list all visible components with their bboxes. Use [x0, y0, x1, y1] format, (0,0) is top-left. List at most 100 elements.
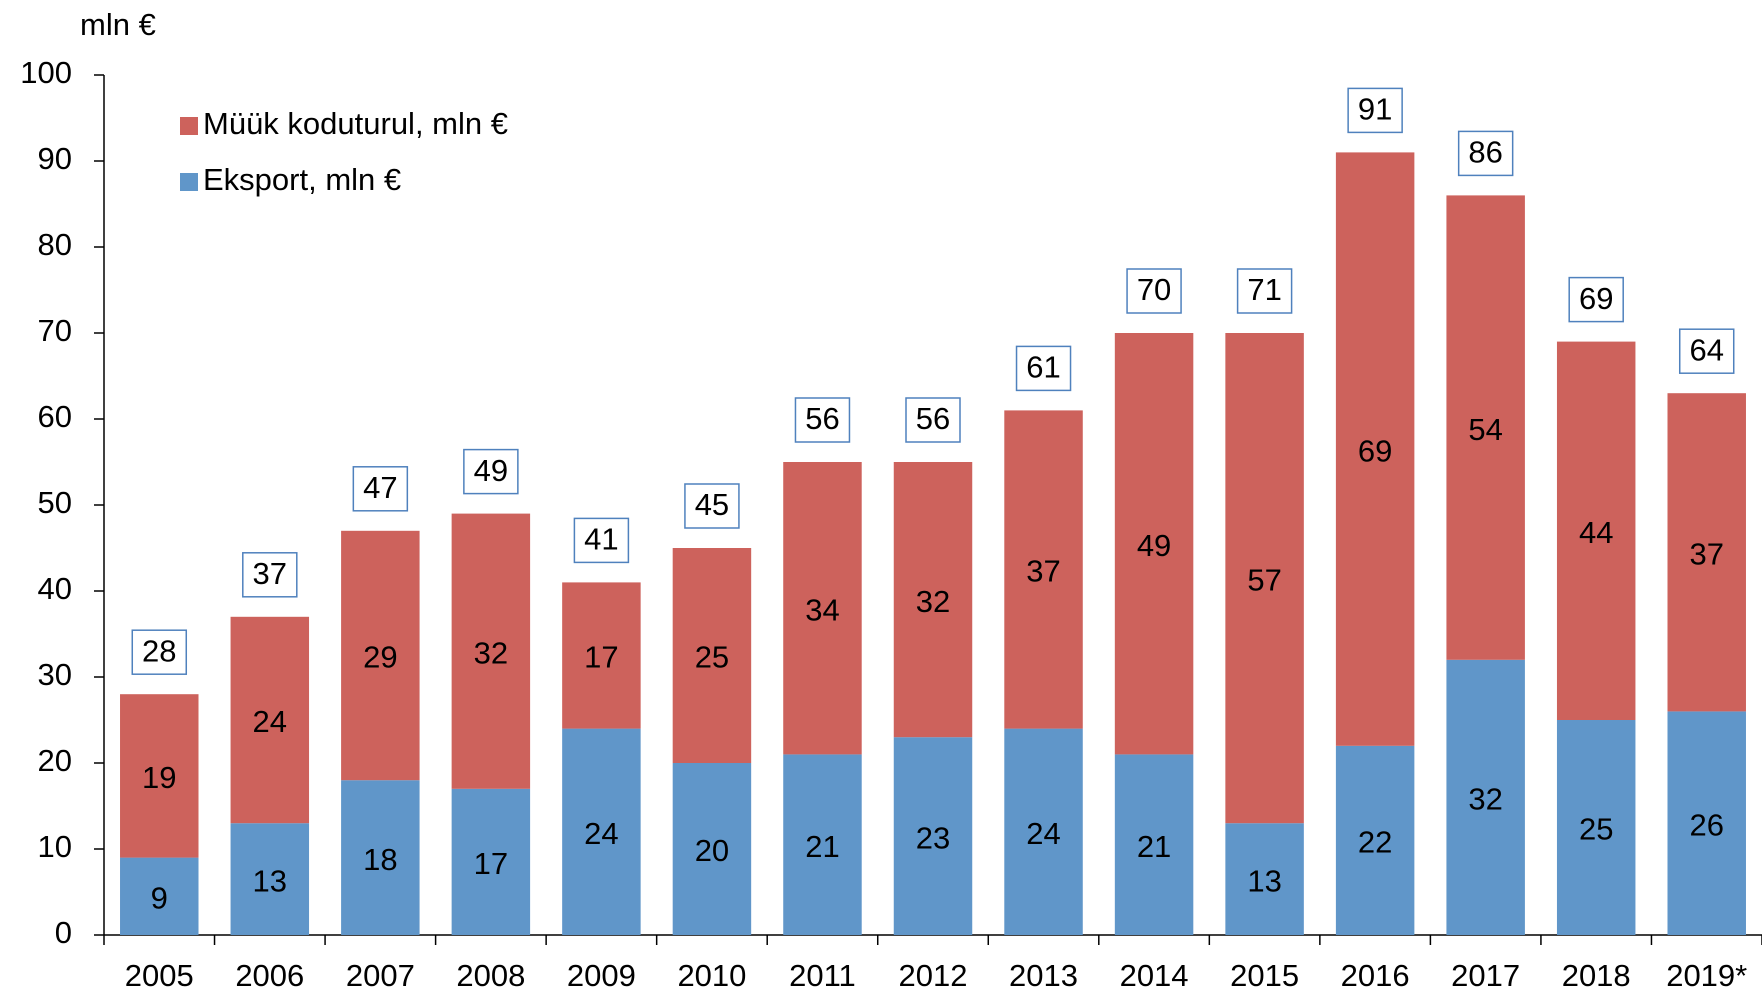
bar-segment — [1667, 393, 1746, 712]
y-tick-label: 10 — [38, 829, 72, 864]
segment-label: 34 — [805, 592, 839, 627]
x-tick-label: 2011 — [789, 958, 856, 993]
segment-label: 19 — [142, 760, 176, 795]
segment-label: 54 — [1468, 412, 1502, 447]
total-label: 69 — [1579, 281, 1613, 316]
y-tick-label: 100 — [20, 55, 72, 90]
y-tick-label: 70 — [38, 313, 72, 348]
legend-swatch — [180, 173, 198, 191]
segment-label: 32 — [474, 635, 508, 670]
bar-segment — [451, 513, 531, 789]
bar-segment — [341, 780, 420, 935]
segment-label: 20 — [695, 833, 729, 868]
bar-segment — [783, 754, 862, 935]
bar-segment — [783, 462, 862, 755]
total-box — [794, 397, 851, 443]
segment-label: 17 — [474, 846, 508, 881]
segment-label: 32 — [1468, 782, 1502, 817]
total-box — [352, 466, 409, 512]
segment-label: 13 — [1247, 863, 1281, 898]
segment-label: 69 — [1358, 433, 1392, 468]
bar-segment — [893, 462, 973, 738]
total-box — [684, 483, 740, 529]
bar-segment — [1335, 152, 1415, 746]
segment-label: 24 — [253, 704, 287, 739]
x-tick-label: 2012 — [899, 958, 968, 993]
x-tick-label: 2014 — [1120, 958, 1189, 993]
segment-label: 57 — [1247, 562, 1281, 597]
total-box — [131, 629, 188, 675]
total-label: 37 — [253, 556, 287, 591]
segment-label: 37 — [1026, 554, 1060, 589]
segment-label: 24 — [1026, 816, 1060, 851]
bar-segment — [230, 616, 310, 824]
total-label: 28 — [142, 633, 176, 668]
total-box — [1457, 130, 1514, 177]
y-tick-label: 0 — [55, 915, 72, 950]
segment-label: 25 — [695, 640, 729, 675]
total-label: 70 — [1137, 272, 1171, 307]
bar-segment — [230, 823, 310, 935]
total-label: 47 — [363, 470, 397, 505]
bar-segment — [1446, 195, 1525, 660]
segment-label: 23 — [916, 820, 950, 855]
bar-segment — [562, 728, 641, 935]
total-label: 86 — [1468, 135, 1502, 170]
total-label: 56 — [916, 401, 950, 436]
total-box — [573, 517, 630, 564]
segment-label: 17 — [584, 640, 618, 675]
y-tick-label: 40 — [38, 571, 72, 606]
segment-label: 21 — [1137, 829, 1171, 864]
segment-label: 25 — [1579, 812, 1613, 847]
legend-label: Eksport, mln € — [203, 162, 401, 197]
total-label: 41 — [584, 522, 618, 557]
x-tick-label: 2018 — [1562, 958, 1631, 993]
total-box — [1236, 268, 1293, 314]
segment-label: 32 — [916, 584, 950, 619]
x-tick-label: 2015 — [1230, 958, 1299, 993]
x-tick-label: 2009 — [567, 958, 636, 993]
legend-swatch — [180, 117, 198, 135]
segment-label: 29 — [363, 640, 397, 675]
segment-label: 24 — [584, 816, 618, 851]
y-tick-label: 30 — [38, 657, 72, 692]
segment-label: 18 — [363, 842, 397, 877]
bar-segment — [1335, 745, 1415, 935]
bar-segment — [1556, 341, 1636, 720]
bar-segment — [1667, 711, 1746, 935]
segment-label: 26 — [1689, 807, 1723, 842]
total-box — [463, 448, 519, 495]
bar-segment — [1004, 728, 1083, 935]
total-label: 91 — [1358, 92, 1392, 127]
bar-segment — [1556, 720, 1636, 935]
total-label: 56 — [805, 401, 839, 436]
total-label: 45 — [695, 487, 729, 522]
bar-segment — [341, 530, 420, 781]
total-label: 61 — [1026, 350, 1060, 385]
total-box — [1015, 345, 1072, 392]
bar-segment — [120, 694, 199, 858]
segment-label: 9 — [151, 880, 168, 915]
segment-label: 13 — [253, 863, 287, 898]
y-tick-label: 60 — [38, 399, 72, 434]
total-label: 49 — [474, 453, 508, 488]
x-tick-label: 2017 — [1451, 958, 1520, 993]
bar-segment — [562, 582, 641, 729]
bar-segment — [1446, 659, 1525, 935]
x-tick-label: 2010 — [677, 958, 746, 993]
x-tick-label: 2006 — [235, 958, 304, 993]
y-tick-label: 80 — [38, 227, 72, 262]
bar-segment — [1004, 410, 1083, 729]
y-tick-label: 20 — [38, 743, 72, 778]
bar-segment — [672, 763, 752, 935]
bar-segment — [893, 737, 973, 935]
bar-segment — [672, 548, 752, 763]
segment-label: 22 — [1358, 825, 1392, 860]
total-box — [905, 397, 961, 443]
segment-label: 49 — [1137, 528, 1171, 563]
x-tick-label: 2008 — [456, 958, 525, 993]
total-box — [242, 552, 298, 598]
y-axis-label: mln € — [80, 7, 156, 42]
y-tick-label: 50 — [38, 485, 72, 520]
